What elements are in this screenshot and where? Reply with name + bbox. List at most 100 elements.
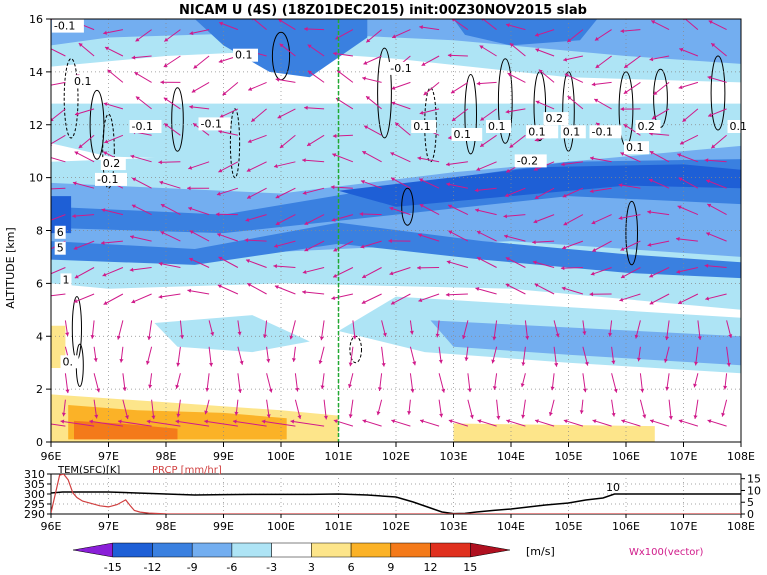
wind-vector-head xyxy=(451,19,456,22)
x-tick-label: 107E xyxy=(670,450,698,463)
contour-label: 0.2 xyxy=(546,112,564,125)
wind-vector-head xyxy=(704,158,709,163)
wind-vector xyxy=(390,152,411,163)
wind-vector xyxy=(619,293,641,302)
wind-vector xyxy=(706,179,727,189)
wind-vector xyxy=(390,177,411,189)
wind-vector-head xyxy=(467,388,472,393)
wind-vector xyxy=(245,259,267,268)
wind-vector xyxy=(618,184,641,189)
contour-label: -0.1 xyxy=(201,117,222,130)
colorbar-segment xyxy=(390,542,431,558)
wind-vector-head xyxy=(90,335,95,339)
wind-vector-head xyxy=(677,153,682,158)
contour-label: 0.2 xyxy=(103,157,121,170)
wind-vector-head xyxy=(61,412,66,417)
wind-vector-head xyxy=(509,43,514,48)
wind-vector-head xyxy=(219,21,224,26)
wind-vector-head xyxy=(563,419,568,424)
vector-legend-label: Wx100(vector) xyxy=(629,547,704,558)
contour-label-bg xyxy=(589,125,622,139)
wind-vector xyxy=(505,283,526,295)
wind-vector-head xyxy=(532,260,537,265)
wind-vector-head xyxy=(145,360,150,365)
contour-label: -0.1 xyxy=(97,173,118,186)
wind-vector-head xyxy=(222,91,227,96)
wind-vector-head xyxy=(480,143,485,147)
wind-vector-head xyxy=(535,48,540,53)
contour-label: 0.1 xyxy=(488,120,506,133)
wind-vector-head xyxy=(175,384,180,389)
x-tick-label: 100E xyxy=(267,450,295,463)
wind-vector xyxy=(158,161,181,163)
wind-vector-head xyxy=(104,139,109,144)
x-tick-label: 108E xyxy=(727,450,755,463)
contour-label-bg xyxy=(560,125,586,139)
wind-vector xyxy=(332,153,354,163)
wind-vector-head xyxy=(707,203,712,208)
wind-vector-head xyxy=(619,297,624,302)
temperature-tick-label: 300 xyxy=(24,488,45,501)
wind-vector-head xyxy=(636,357,641,362)
wind-vector-head xyxy=(561,286,566,291)
wind-vector-head xyxy=(708,113,712,117)
wind-vector-head xyxy=(567,38,572,43)
wind-vector-head xyxy=(560,266,565,271)
wind-vector-head xyxy=(362,76,366,81)
y-tick-label: 8 xyxy=(36,225,43,238)
wind-vector-head xyxy=(304,221,309,225)
wind-vector xyxy=(302,291,325,295)
wind-vector xyxy=(446,183,469,189)
wind-vector-head xyxy=(94,414,99,419)
wind-vector-head xyxy=(728,334,733,338)
wind-vector-head xyxy=(562,245,567,250)
wind-vector-head xyxy=(548,412,553,416)
wind-vector xyxy=(51,157,66,163)
wind-vector xyxy=(505,257,526,268)
colorbar-tick-label: 3 xyxy=(308,561,315,574)
wind-vector-head xyxy=(215,212,220,217)
wind-vector-head xyxy=(129,267,134,272)
precipitation-tick-label: 15 xyxy=(747,473,761,486)
wind-vector xyxy=(175,420,210,427)
wind-vector-head xyxy=(564,73,569,78)
wind-vector-head xyxy=(163,63,168,67)
wind-vector-head xyxy=(435,333,440,338)
wind-vector-head xyxy=(103,301,108,305)
wind-vector-head xyxy=(550,386,555,391)
wind-vector-head xyxy=(445,292,450,297)
wind-vector-head xyxy=(302,190,307,195)
wind-vector xyxy=(390,293,411,305)
wind-vector xyxy=(361,293,382,304)
wind-vector-head xyxy=(333,419,338,424)
wind-vector-head xyxy=(107,69,112,74)
wind-vector-head xyxy=(135,96,140,101)
wind-vector xyxy=(247,282,267,295)
colorbar-tick-label: -12 xyxy=(143,561,161,574)
wind-vector-head xyxy=(130,235,134,240)
wind-vector-head xyxy=(477,419,482,424)
wind-vector-head xyxy=(75,111,79,116)
wind-vector-head xyxy=(491,359,496,364)
wind-vector-head xyxy=(506,419,511,424)
panel-x-tick-label: 98E xyxy=(156,520,177,533)
wind-vector-head xyxy=(417,156,422,161)
wind-vector-head xyxy=(506,23,510,28)
wind-vector xyxy=(160,231,181,242)
contour-loop xyxy=(625,200,639,266)
wind-vector-head xyxy=(452,117,456,121)
wind-vector-head xyxy=(590,156,594,161)
wind-vector-head xyxy=(74,151,79,156)
wind-vector-head xyxy=(419,204,424,208)
wind-vector-head xyxy=(407,411,412,415)
wind-vector-head xyxy=(708,20,713,25)
wind-vector-head xyxy=(131,55,136,60)
wind-vector-head xyxy=(623,124,628,128)
wind-vector-head xyxy=(475,287,480,291)
wind-vector-head xyxy=(589,292,594,297)
y-tick-label: 10 xyxy=(29,172,43,185)
wind-vector-head xyxy=(189,230,194,235)
wind-vector-head xyxy=(46,84,50,88)
wind-vector xyxy=(130,155,152,163)
wind-vector-head xyxy=(295,387,300,392)
